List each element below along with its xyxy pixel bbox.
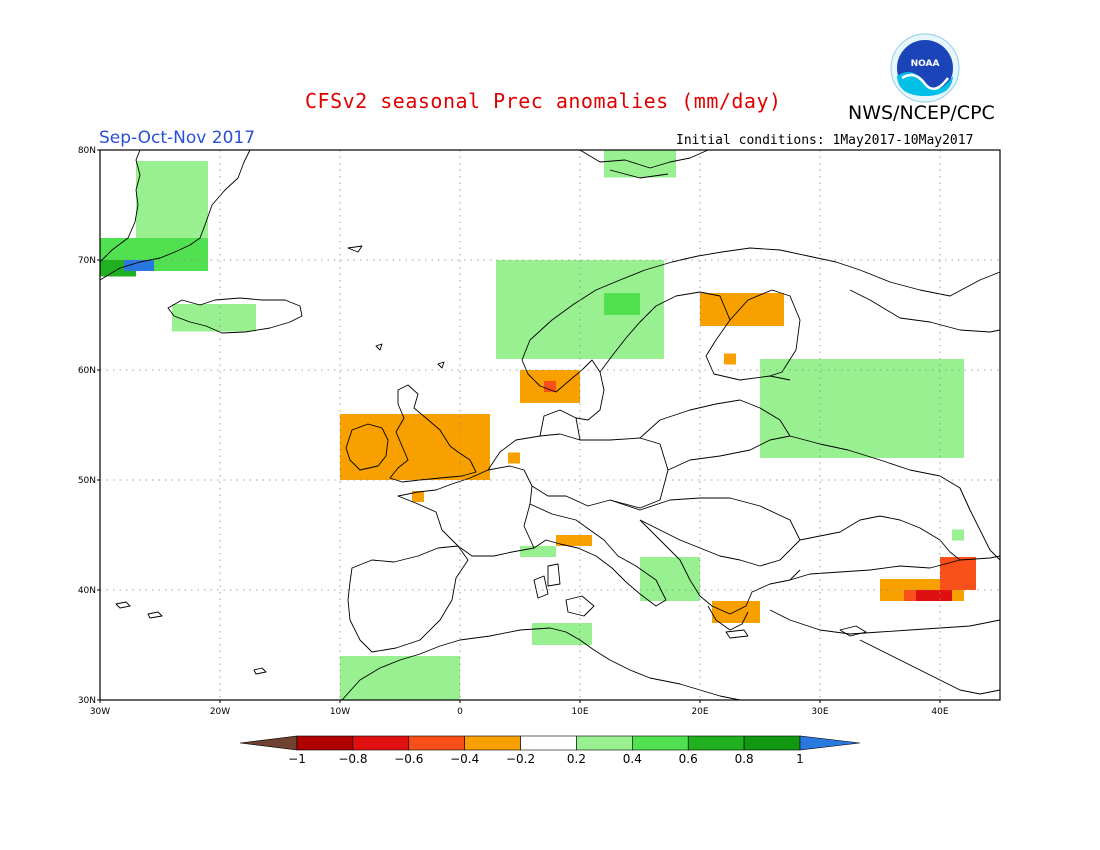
longitude-labels: 30W 20W 10W 0 10E 20E 30E 40E [90,700,949,717]
colorbar: −1 −0.8 −0.6 −0.4 −0.2 0.2 0.4 0.6 0.8 1 [239,735,861,766]
anomaly-region [124,260,154,271]
coastline-layer [99,149,1001,701]
colorbar-segment [352,735,410,751]
colorbar-segment [576,735,633,751]
lon-tick-label: 30E [811,707,828,717]
colorbar-segment [632,735,689,751]
anomaly-region [556,535,592,546]
lat-tick-label: 30N [78,696,96,706]
lon-tick-label: 30W [90,707,110,717]
anomaly-region [712,601,760,623]
lon-tick-label: 10W [330,707,350,717]
lat-tick-label: 50N [78,476,96,486]
colorbar-label: 0.4 [623,752,642,766]
anomaly-region [520,546,556,557]
anomaly-region [916,590,952,601]
anomaly-region [604,293,640,315]
lat-tick-label: 40N [78,586,96,596]
anomaly-region [940,557,976,590]
agency-label: NWS/NCEP/CPC [848,102,995,124]
colorbar-min-arrow [239,735,298,751]
season-label: Sep-Oct-Nov 2017 [99,128,256,148]
lon-tick-label: 40E [931,707,948,717]
lat-tick-label: 60N [78,366,96,376]
graticule [100,150,1000,700]
map-frame [99,149,1001,701]
lon-tick-label: 20W [210,707,230,717]
anomaly-region [952,529,964,541]
colorbar-segment [296,735,354,751]
anomaly-region [544,381,556,392]
colorbar-label: 1 [796,752,804,766]
anomaly-region [340,656,460,700]
anomaly-region [340,414,490,480]
anomaly-region [412,491,424,502]
colorbar-label: −1 [288,752,306,766]
colorbar-segment [743,735,801,751]
colorbar-segment [687,735,745,751]
colorbar-segment [408,735,465,751]
colorbar-label: −0.8 [338,752,367,766]
anomaly-region [724,353,736,365]
colorbar-label: −0.2 [506,752,535,766]
lat-tick-label: 80N [78,146,96,156]
map-title: CFSv2 seasonal Prec anomalies (mm/day) [305,89,782,113]
lon-tick-label: 10E [571,707,588,717]
lat-tick-label: 70N [78,256,96,266]
colorbar-label: −0.4 [450,752,479,766]
anomaly-region [640,557,700,601]
lon-tick-label: 0 [457,707,463,717]
anomaly-region [700,293,784,326]
anomaly-region [760,359,964,458]
colorbar-label: 0.6 [679,752,698,766]
anomaly-layer [100,150,976,700]
colorbar-label: 0.2 [567,752,586,766]
anomaly-region [172,304,256,332]
colorbar-max-arrow [799,735,861,751]
colorbar-segment [464,735,521,751]
colorbar-label: −0.6 [394,752,423,766]
colorbar-label: 0.8 [735,752,754,766]
colorbar-segment [520,735,577,751]
latitude-labels: 80N 70N 60N 50N 40N 30N [78,146,100,706]
anomaly-region [508,452,520,464]
initial-conditions-label: Initial conditions: 1May2017-10May2017 [676,133,974,148]
lon-tick-label: 20E [691,707,708,717]
anomaly-region [136,161,208,249]
